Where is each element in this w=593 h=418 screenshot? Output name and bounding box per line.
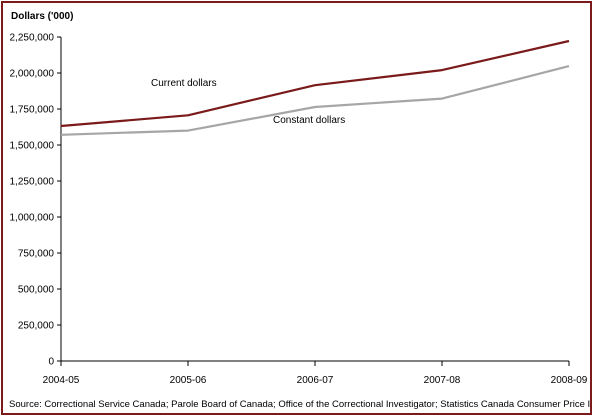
x-tick-label: 2005-06: [170, 375, 207, 386]
y-tick-label: 1,500,000: [10, 141, 55, 152]
series-label-current-dollars: Current dollars: [151, 78, 217, 89]
line-chart: Dollars ('000) 0 250,000 500,000 750,000 1,0…: [9, 11, 593, 410]
y-tick-label: 1,750,000: [10, 105, 55, 116]
y-axis-title: Dollars ('000): [11, 11, 73, 22]
y-tick-label: 750,000: [18, 249, 55, 260]
x-tick-label: 2008-09: [551, 375, 588, 386]
y-tick-label: 2,000,000: [10, 69, 55, 80]
series-label-constant-dollars: Constant dollars: [273, 115, 345, 126]
x-tick-label: 2006-07: [297, 375, 334, 386]
y-tick-label: 1,000,000: [10, 213, 55, 224]
series-line-constant-dollars: [60, 65, 570, 136]
y-tick-label: 1,250,000: [10, 177, 55, 188]
y-tick-label: 0: [48, 357, 54, 368]
x-tick-label: 2007-08: [424, 375, 461, 386]
series-line-current-dollars: [60, 39, 570, 128]
x-tick-label: 2004-05: [43, 375, 80, 386]
y-tick-label: 2,250,000: [10, 33, 55, 44]
source-note: Source: Correctional Service Canada; Par…: [9, 399, 590, 410]
y-tick-label: 250,000: [18, 321, 55, 332]
y-tick-label: 500,000: [18, 285, 55, 296]
